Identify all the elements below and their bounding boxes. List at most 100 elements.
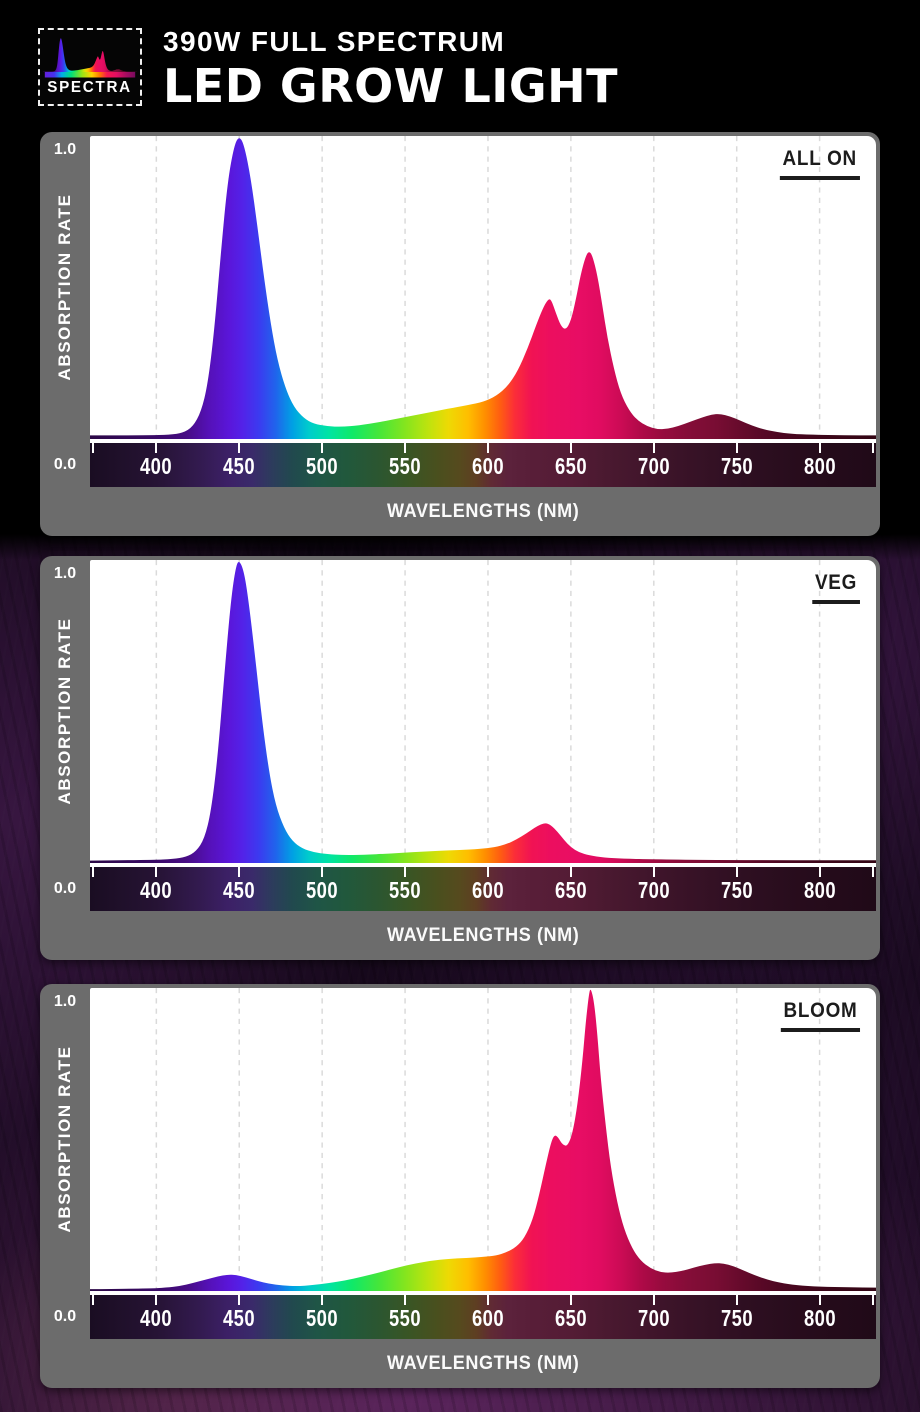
tick-mark	[652, 867, 655, 877]
edge-tick-mark	[871, 1295, 874, 1305]
tick-mark	[321, 1295, 324, 1305]
logo-rainbow-bar	[44, 71, 136, 78]
tick-label: 600	[472, 1305, 504, 1331]
tick-mark	[652, 1295, 655, 1305]
tick-mark	[155, 443, 158, 453]
y-axis-max-label: 1.0	[53, 993, 77, 1010]
tick-label: 750	[720, 1305, 753, 1331]
plot-area: BLOOM	[90, 988, 876, 1291]
tick-label: 550	[389, 1305, 422, 1331]
tick-mark	[238, 1295, 241, 1305]
y-axis-title: ABSORPTION RATE	[55, 617, 74, 805]
tick-label: 500	[306, 1305, 339, 1331]
header-titles: 390W FULL SPECTRUM LED GROW LIGHT	[163, 24, 618, 112]
edge-tick-mark	[92, 1295, 95, 1305]
y-axis-min-label: 0.0	[53, 1308, 77, 1325]
tick-label: 650	[554, 877, 587, 903]
tick-label: 400	[140, 877, 173, 903]
tick-label: 400	[140, 1305, 173, 1331]
tick-mark	[404, 443, 407, 453]
x-axis-title-text: WAVELENGTHS (NM)	[386, 924, 580, 946]
plot-area: ALL ON	[90, 136, 876, 439]
tick-label: 750	[720, 877, 753, 903]
y-axis-max-label: 1.0	[53, 141, 77, 158]
wavelength-scale: 400 450 500 550 600 650 700 750 800	[90, 443, 876, 487]
tick-label: 700	[637, 453, 670, 479]
tick-label: 450	[223, 1305, 256, 1331]
tick-label: 800	[803, 1305, 836, 1331]
y-axis-title: ABSORPTION RATE	[55, 193, 74, 381]
tick-label: 750	[720, 453, 753, 479]
product-title: LED GROW LIGHT	[163, 59, 619, 113]
spectrum-curve	[90, 562, 876, 863]
y-axis: 1.0 ABSORPTION RATE 0.0	[40, 556, 90, 960]
brand-logo: SPECTRA	[38, 28, 142, 106]
tick-mark	[818, 443, 821, 453]
tick-mark	[238, 867, 241, 877]
edge-tick-mark	[92, 443, 95, 453]
x-axis-baseline	[90, 863, 876, 867]
logo-spectrum-curve	[43, 38, 137, 72]
y-axis-min-label: 0.0	[53, 880, 77, 897]
tick-mark	[569, 867, 572, 877]
tick-label: 450	[223, 877, 256, 903]
tick-label: 600	[472, 453, 504, 479]
tick-mark	[321, 443, 324, 453]
tick-label: 650	[554, 453, 587, 479]
x-axis-baseline	[90, 439, 876, 443]
y-axis: 1.0 ABSORPTION RATE 0.0	[40, 984, 90, 1388]
tick-mark	[569, 443, 572, 453]
tick-label: 500	[306, 453, 339, 479]
wavelength-scale: 400 450 500 550 600 650 700 750 800	[90, 1295, 876, 1339]
mode-label-all-on: ALL ON	[780, 147, 860, 180]
tick-label: 800	[803, 877, 836, 903]
tick-label: 800	[803, 453, 836, 479]
chart-panel-bloom: 1.0 ABSORPTION RATE 0.0 BLOOM 400 450 500 5…	[40, 984, 880, 1388]
tick-label: 550	[389, 877, 422, 903]
tick-mark	[818, 1295, 821, 1305]
edge-tick-mark	[871, 867, 874, 877]
mode-label-veg: VEG	[812, 571, 860, 604]
product-subtitle: 390W FULL SPECTRUM	[163, 26, 506, 57]
plot-area: VEG	[90, 560, 876, 863]
tick-label: 400	[140, 453, 173, 479]
tick-mark	[238, 443, 241, 453]
tick-mark	[735, 867, 738, 877]
tick-label: 550	[389, 453, 422, 479]
chart-panel-all-on: 1.0 ABSORPTION RATE 0.0 ALL ON 400 450 500…	[40, 132, 880, 536]
y-axis-max-label: 1.0	[53, 565, 77, 582]
y-axis-min-label: 0.0	[53, 456, 77, 473]
tick-label: 500	[306, 877, 339, 903]
logo-spectrum-icon	[43, 38, 137, 78]
edge-tick-mark	[871, 443, 874, 453]
tick-mark	[486, 867, 489, 877]
tick-mark	[652, 443, 655, 453]
x-axis-title: WAVELENGTHS (NM)	[90, 911, 876, 960]
mode-label-bloom: BLOOM	[780, 999, 860, 1032]
tick-label: 600	[472, 877, 504, 903]
tick-mark	[155, 1295, 158, 1305]
tick-label: 450	[223, 453, 256, 479]
y-axis: 1.0 ABSORPTION RATE 0.0	[40, 132, 90, 536]
chart-panel-veg: 1.0 ABSORPTION RATE 0.0 VEG 400 450 500 550…	[40, 556, 880, 960]
tick-mark	[404, 867, 407, 877]
tick-mark	[321, 867, 324, 877]
y-axis-title: ABSORPTION RATE	[55, 1045, 74, 1233]
tick-mark	[486, 443, 489, 453]
spectrum-curve	[90, 138, 876, 439]
tick-label: 650	[554, 1305, 587, 1331]
tick-mark	[404, 1295, 407, 1305]
tick-mark	[486, 1295, 489, 1305]
tick-mark	[735, 1295, 738, 1305]
brand-name: SPECTRA	[47, 79, 133, 96]
tick-mark	[155, 867, 158, 877]
tick-label: 700	[637, 1305, 670, 1331]
x-axis-title: WAVELENGTHS (NM)	[90, 1339, 876, 1388]
tick-mark	[735, 443, 738, 453]
x-axis-title-text: WAVELENGTHS (NM)	[386, 1352, 580, 1374]
tick-mark	[818, 867, 821, 877]
edge-tick-mark	[92, 867, 95, 877]
x-axis-title: WAVELENGTHS (NM)	[90, 487, 876, 536]
tick-mark	[569, 1295, 572, 1305]
wavelength-scale: 400 450 500 550 600 650 700 750 800	[90, 867, 876, 911]
